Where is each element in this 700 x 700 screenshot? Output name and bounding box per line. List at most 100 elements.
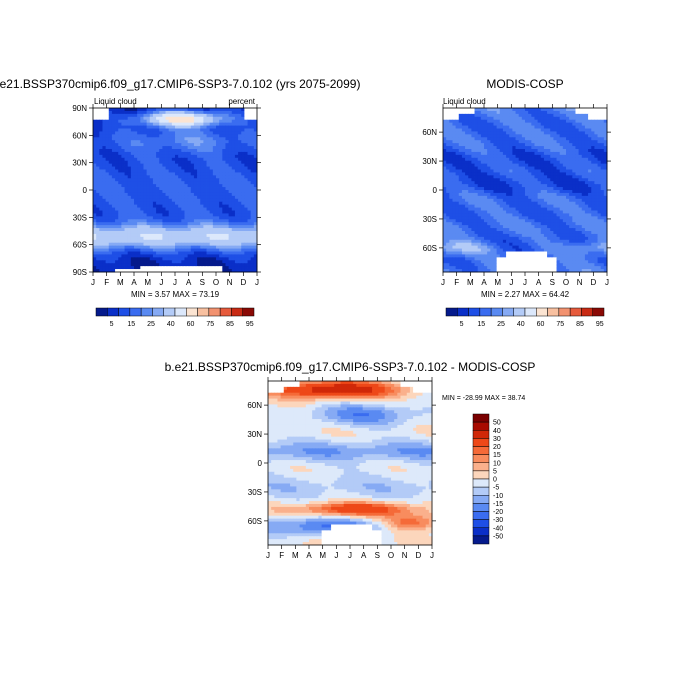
field-cell bbox=[190, 184, 195, 188]
field-cell bbox=[534, 143, 539, 147]
field-cell bbox=[225, 198, 230, 203]
field-cell bbox=[209, 263, 214, 267]
field-cell bbox=[591, 198, 595, 203]
field-cell bbox=[102, 192, 107, 197]
x-tick-label: A bbox=[186, 278, 192, 287]
field-cell bbox=[547, 110, 551, 115]
field-cell bbox=[234, 225, 239, 229]
colorbar-label: 75 bbox=[206, 321, 214, 328]
field-cell bbox=[96, 239, 100, 244]
field-cell bbox=[480, 157, 485, 162]
field-cell bbox=[178, 116, 182, 121]
field-cell bbox=[547, 140, 551, 144]
field-cell bbox=[250, 149, 255, 153]
field-cell bbox=[111, 169, 116, 173]
field-cell bbox=[96, 157, 100, 162]
field-cell bbox=[222, 137, 226, 141]
field-cell bbox=[127, 236, 132, 241]
field-cell bbox=[528, 113, 532, 118]
field-cell bbox=[588, 181, 592, 185]
field-cell bbox=[490, 110, 494, 115]
field-cell bbox=[559, 184, 564, 188]
field-cell bbox=[200, 149, 204, 153]
field-cell bbox=[225, 184, 230, 188]
field-cell bbox=[521, 166, 526, 170]
field-cell bbox=[537, 125, 542, 129]
field-cell bbox=[559, 163, 564, 167]
field-cell bbox=[171, 108, 176, 112]
field-cell bbox=[159, 269, 163, 273]
field-cell bbox=[222, 154, 226, 159]
field-cell bbox=[200, 248, 204, 252]
field-cell bbox=[594, 172, 598, 176]
field-cell bbox=[152, 195, 157, 200]
field-cell bbox=[130, 116, 135, 121]
field-cell bbox=[250, 125, 255, 129]
field-cell bbox=[165, 204, 170, 208]
field-cell bbox=[162, 210, 166, 214]
field-cell bbox=[547, 125, 551, 129]
field-cell bbox=[124, 108, 129, 112]
field-cell bbox=[124, 260, 129, 264]
field-cell bbox=[502, 160, 507, 165]
field-cell bbox=[124, 228, 129, 232]
field-cell bbox=[152, 216, 157, 220]
field-cell bbox=[525, 213, 529, 217]
field-cell bbox=[99, 233, 103, 238]
field-cell bbox=[184, 108, 189, 112]
field-cell bbox=[143, 195, 148, 200]
field-cell bbox=[102, 137, 107, 141]
field-cell bbox=[584, 204, 589, 208]
field-cell bbox=[206, 222, 211, 226]
field-cell bbox=[584, 169, 589, 173]
field-cell bbox=[490, 160, 494, 165]
field-cell bbox=[603, 157, 608, 162]
field-cell bbox=[159, 213, 163, 217]
field-cell bbox=[216, 122, 220, 126]
field-cell bbox=[156, 269, 160, 273]
field-cell bbox=[187, 225, 192, 229]
field-cell bbox=[130, 222, 135, 226]
field-cell bbox=[206, 178, 211, 182]
field-cell bbox=[165, 151, 170, 156]
field-cell bbox=[203, 263, 207, 267]
field-cell bbox=[222, 248, 226, 252]
field-cell bbox=[446, 160, 450, 165]
field-cell bbox=[152, 257, 157, 261]
field-cell bbox=[490, 122, 494, 126]
field-cell bbox=[99, 260, 103, 264]
field-cell bbox=[124, 184, 129, 188]
field-cell bbox=[193, 260, 198, 264]
field-cell bbox=[99, 248, 103, 252]
field-cell bbox=[540, 166, 545, 170]
field-cell bbox=[137, 172, 141, 176]
field-cell bbox=[597, 119, 602, 124]
field-cell bbox=[159, 236, 163, 241]
field-cell bbox=[465, 157, 469, 162]
field-cell bbox=[156, 257, 160, 261]
field-cell bbox=[115, 146, 119, 150]
field-cell bbox=[178, 172, 182, 176]
field-cell bbox=[446, 108, 450, 112]
field-cell bbox=[512, 140, 516, 144]
field-cell bbox=[184, 184, 189, 188]
field-cell bbox=[228, 260, 233, 264]
field-cell bbox=[203, 222, 207, 226]
field-cell bbox=[550, 113, 554, 118]
field-cell bbox=[184, 251, 189, 255]
field-cell bbox=[178, 225, 182, 229]
field-cell bbox=[134, 172, 138, 176]
field-cell bbox=[149, 151, 154, 156]
field-cell bbox=[181, 222, 185, 226]
field-cell bbox=[241, 160, 245, 165]
x-tick-label: J bbox=[91, 278, 95, 287]
field-cell bbox=[222, 233, 226, 238]
field-cell bbox=[461, 192, 466, 197]
field-cell bbox=[234, 260, 239, 264]
field-cell bbox=[99, 149, 103, 153]
field-cell bbox=[171, 233, 176, 238]
field-cell bbox=[547, 166, 551, 170]
field-cell bbox=[200, 190, 204, 194]
field-cell bbox=[190, 143, 195, 147]
